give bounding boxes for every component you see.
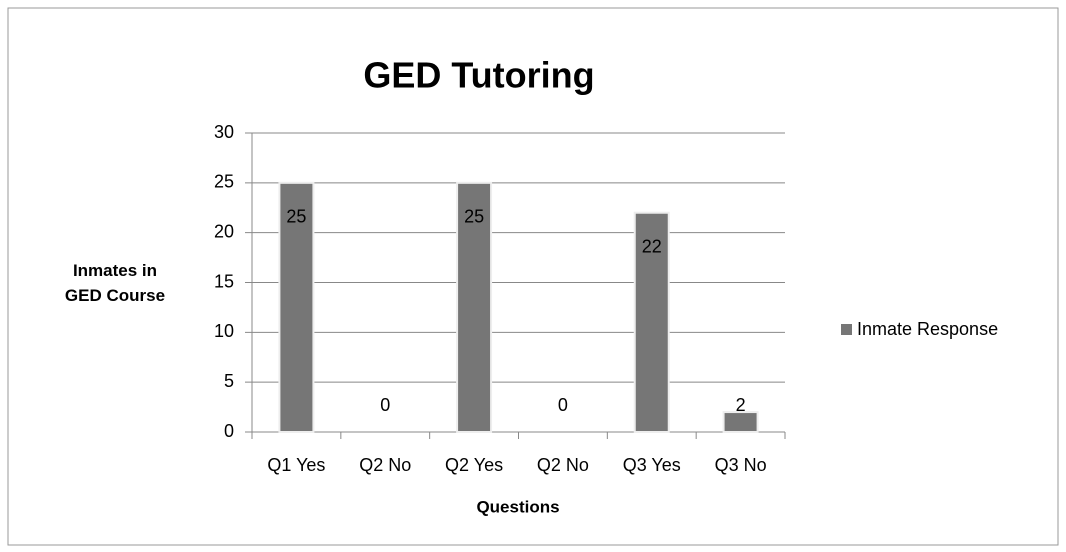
bar [633, 211, 670, 433]
x-tick-label: Q1 Yes [267, 455, 325, 475]
legend-label: Inmate Response [857, 319, 998, 339]
data-label: 0 [558, 395, 568, 415]
x-tick-label: Q2 Yes [445, 455, 503, 475]
data-label: 0 [380, 395, 390, 415]
data-label: 2 [736, 395, 746, 415]
data-label: 25 [286, 207, 306, 227]
chart-frame [7, 7, 1059, 546]
y-axis-label: Inmates in GED Course [64, 261, 166, 305]
bar [722, 411, 759, 434]
y-tick-label: 10 [214, 321, 234, 341]
x-tick-label: Q2 No [537, 455, 589, 475]
x-tick-label: Q2 No [359, 455, 411, 475]
data-label: 25 [464, 207, 484, 227]
bar [456, 181, 493, 433]
chart-title: GED Tutoring [363, 55, 594, 96]
y-tick-label: 30 [214, 122, 234, 142]
y-tick-label: 0 [224, 421, 234, 441]
bar [278, 181, 315, 433]
legend-swatch [841, 324, 852, 335]
y-tick-label: 5 [224, 371, 234, 391]
y-tick-label: 15 [214, 271, 234, 291]
x-tick-label: Q3 No [715, 455, 767, 475]
x-tick-label: Q3 Yes [623, 455, 681, 475]
x-axis-label: Questions [476, 497, 559, 516]
y-tick-label: 20 [214, 221, 234, 241]
data-label: 22 [642, 236, 662, 256]
y-tick-label: 25 [214, 172, 234, 192]
